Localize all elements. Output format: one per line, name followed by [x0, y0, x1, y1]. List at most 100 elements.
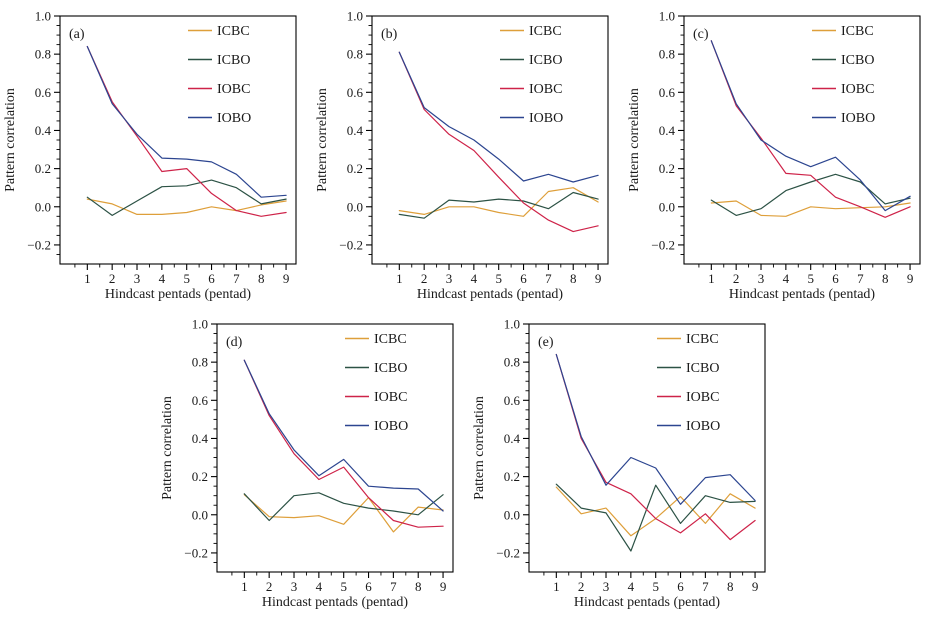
x-tick-label: 8 [727, 579, 734, 594]
y-tick-label: 0.0 [347, 199, 363, 214]
y-tick-label: 0.8 [192, 355, 208, 370]
y-axis-ticks: 1.0 0.8 0.6 0.4 0.2 0.0 −0.2 [651, 9, 684, 255]
legend-label-icbo: ICBO [217, 53, 250, 68]
y-tick-label: −0.2 [27, 237, 51, 252]
x-tick-label: 4 [783, 271, 790, 286]
x-tick-label: 6 [677, 579, 684, 594]
legend-label-icbc: ICBC [374, 332, 407, 347]
chart-row-bottom: 1.0 0.8 0.6 0.4 0.2 0.0 −0.2 1 2 3 4 5 6 7 8 9 Pattern c… [157, 308, 936, 612]
x-tick-label: 2 [266, 579, 273, 594]
y-tick-label: −0.2 [339, 237, 363, 252]
y-tick-label: 0.0 [35, 199, 51, 214]
y-tick-label: 1.0 [192, 317, 208, 332]
y-tick-label: 0.4 [35, 123, 52, 138]
legend-label-iobc: IOBC [529, 82, 562, 97]
series-line-icbc [398, 187, 599, 217]
legend: ICBC ICBO IOBC IOBO [812, 24, 875, 126]
legend-label-iobc: IOBC [686, 390, 719, 405]
x-tick-label: 6 [832, 271, 839, 286]
y-tick-label: 0.2 [659, 161, 675, 176]
x-tick-label: 5 [652, 579, 659, 594]
plot-frame [216, 323, 454, 573]
x-tick-label: 6 [208, 271, 215, 286]
y-tick-label: 0.6 [192, 393, 209, 408]
x-tick-label: 7 [702, 579, 709, 594]
x-tick-label: 1 [241, 579, 248, 594]
y-tick-label: 0.2 [35, 161, 51, 176]
x-tick-label: 4 [316, 579, 323, 594]
panel-letter: (e) [538, 335, 554, 350]
series-line-icbo [398, 191, 599, 219]
x-tick-label: 2 [109, 271, 116, 286]
y-axis-ticks: 1.0 0.8 0.6 0.4 0.2 0.0 −0.2 [184, 317, 217, 563]
y-tick-label: 0.0 [504, 507, 520, 522]
x-tick-label: 2 [733, 271, 740, 286]
y-tick-label: 0.6 [659, 85, 676, 100]
series-lines [398, 51, 599, 233]
x-axis-label: Hindcast pentads (pentad) [729, 287, 876, 302]
x-tick-label: 5 [495, 271, 502, 286]
x-axis-label: Hindcast pentads (pentad) [574, 595, 721, 610]
y-tick-label: 0.4 [192, 431, 209, 446]
plot-frame [59, 15, 297, 265]
legend-label-icbo: ICBO [686, 361, 719, 376]
legend-label-iobo: IOBO [217, 111, 251, 126]
x-tick-label: 3 [291, 579, 298, 594]
x-tick-label: 1 [84, 271, 91, 286]
x-axis-ticks: 1 2 3 4 5 6 7 8 9 [74, 264, 289, 286]
chart-panel-c: 1.0 0.8 0.6 0.4 0.2 0.0 −0.2 1 2 3 4 5 6 7 8 9 Pattern c… [627, 9, 921, 302]
x-tick-label: 8 [570, 271, 577, 286]
legend-label-iobo: IOBO [529, 111, 563, 126]
x-axis-label: Hindcast pentads (pentad) [417, 287, 564, 302]
series-line-icbo [710, 173, 911, 216]
x-tick-label: 4 [628, 579, 635, 594]
x-tick-label: 1 [708, 271, 715, 286]
series-line-iobc [710, 40, 911, 218]
x-tick-label: 3 [134, 271, 141, 286]
plot-frame [683, 15, 921, 265]
x-tick-label: 6 [365, 579, 372, 594]
legend-label-icbc: ICBC [529, 24, 562, 39]
y-axis-label: Pattern correlation [3, 88, 18, 192]
legend-label-icbo: ICBO [529, 53, 562, 68]
x-tick-label: 8 [882, 271, 889, 286]
x-tick-label: 8 [415, 579, 422, 594]
y-tick-label: 0.6 [347, 85, 364, 100]
y-axis-label: Pattern correlation [472, 396, 487, 500]
legend-label-iobc: IOBC [841, 82, 874, 97]
legend-label-icbc: ICBC [217, 24, 250, 39]
x-axis-ticks: 1 2 3 4 5 6 7 8 9 [386, 264, 602, 286]
y-tick-label: 1.0 [659, 9, 675, 24]
y-tick-label: 1.0 [347, 9, 363, 24]
panel-letter: (a) [69, 27, 85, 42]
x-tick-label: 2 [578, 579, 585, 594]
series-line-icbc [555, 486, 756, 537]
y-tick-label: 0.8 [347, 47, 363, 62]
legend-label-icbo: ICBO [374, 361, 407, 376]
y-axis-ticks: 1.0 0.8 0.6 0.4 0.2 0.0 −0.2 [496, 317, 529, 563]
x-tick-label: 7 [233, 271, 240, 286]
series-lines [86, 45, 287, 217]
series-line-iobo [86, 45, 287, 198]
y-axis-ticks: 1.0 0.8 0.6 0.4 0.2 0.0 −0.2 [339, 9, 372, 255]
x-axis-label: Hindcast pentads (pentad) [262, 595, 409, 610]
legend-label-icbo: ICBO [841, 53, 874, 68]
y-axis-label: Pattern correlation [160, 396, 175, 500]
chart-panel-e: 1.0 0.8 0.6 0.4 0.2 0.0 −0.2 1 2 3 4 5 6 7 8 9 Pattern c… [472, 317, 766, 610]
series-line-iobc [86, 45, 287, 217]
chart-panel-d: 1.0 0.8 0.6 0.4 0.2 0.0 −0.2 1 2 3 4 5 6 7 8 9 Pattern c… [160, 317, 454, 610]
series-line-icbo [243, 492, 444, 522]
panel-letter: (d) [226, 335, 243, 350]
y-tick-label: 0.4 [347, 123, 364, 138]
series-line-iobc [243, 359, 444, 528]
x-axis-label: Hindcast pentads (pentad) [105, 287, 252, 302]
series-lines [555, 353, 756, 552]
legend: ICBC ICBO IOBC IOBO [345, 332, 408, 434]
x-axis-ticks: 1 2 3 4 5 6 7 8 9 [698, 264, 913, 286]
plot-frame [371, 15, 609, 265]
x-tick-label: 7 [545, 271, 552, 286]
x-tick-label: 9 [595, 271, 602, 286]
series-line-iobo [398, 51, 599, 183]
y-tick-label: 1.0 [35, 9, 51, 24]
